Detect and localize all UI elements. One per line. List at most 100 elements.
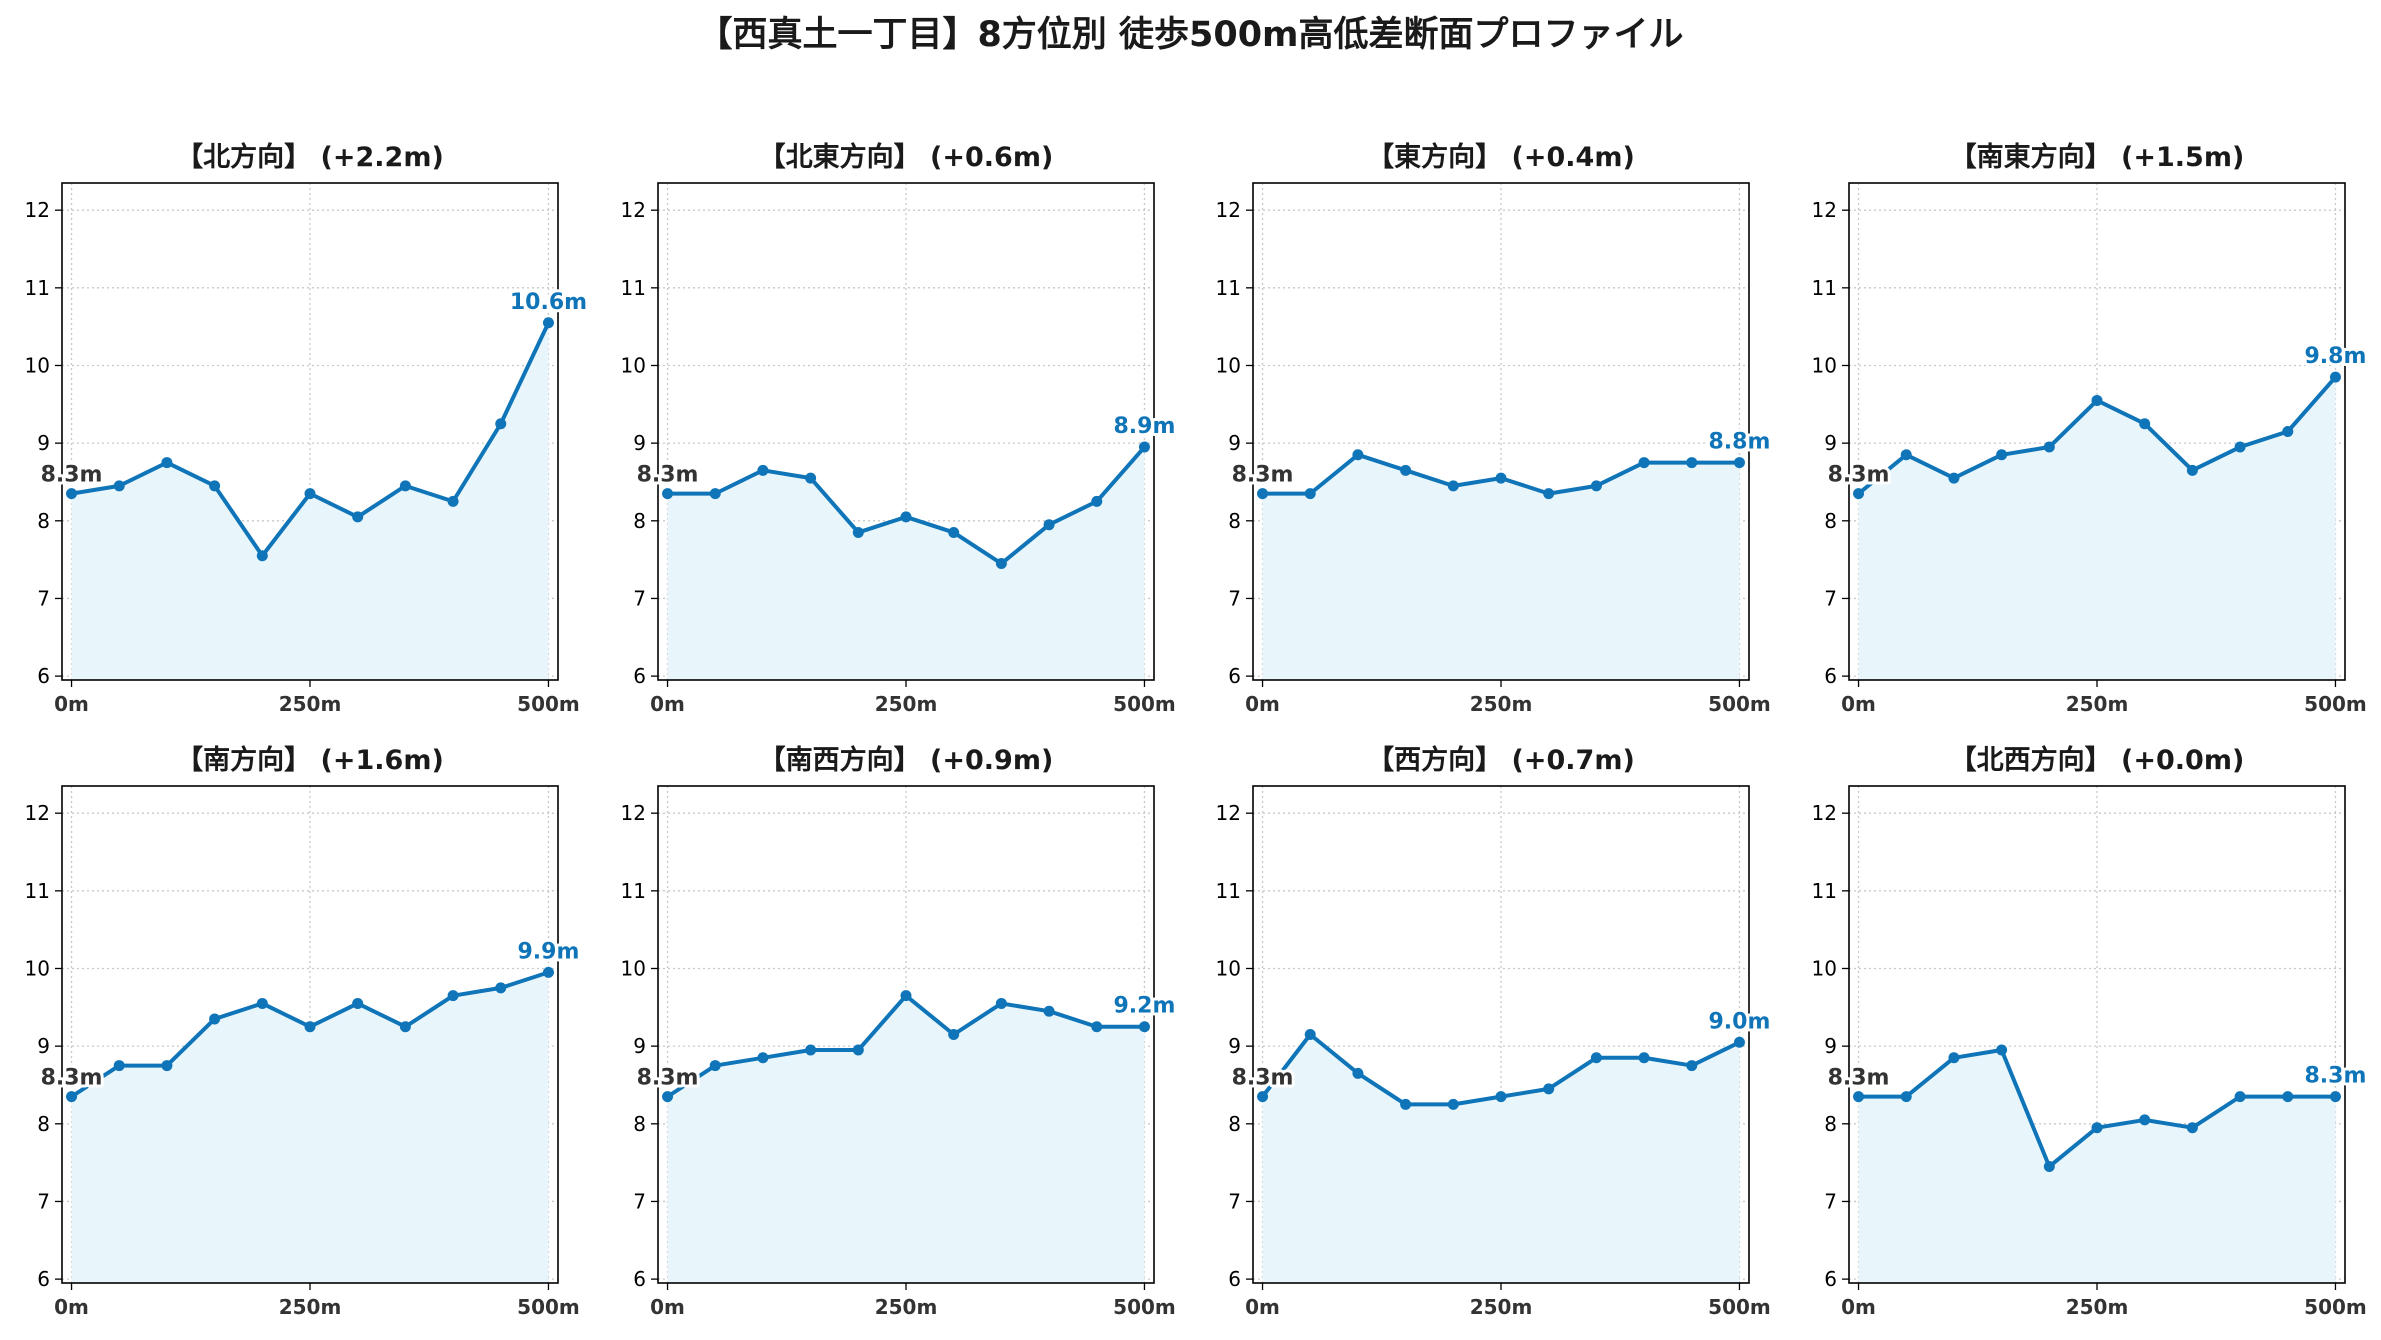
x-tick-label: 500m (1113, 1295, 1176, 1319)
x-tick-label: 0m (54, 692, 89, 716)
y-tick-label: 11 (1812, 276, 1837, 300)
elevation-point (542, 966, 554, 978)
elevation-point (1495, 1091, 1507, 1103)
elevation-point (995, 997, 1007, 1009)
elevation-point (1138, 441, 1150, 453)
x-tick-label: 500m (517, 692, 580, 716)
x-tick-label: 250m (279, 692, 342, 716)
y-tick-label: 8 (633, 509, 646, 533)
elevation-point (495, 418, 507, 430)
y-tick-label: 10 (621, 353, 646, 377)
y-tick-label: 12 (1812, 801, 1837, 825)
elevation-area (71, 972, 549, 1283)
x-tick-label: 0m (650, 1295, 685, 1319)
elevation-point (2234, 1091, 2246, 1103)
elevation-point (66, 1091, 78, 1103)
elevation-point (1590, 480, 1602, 492)
y-tick-label: 7 (1824, 1189, 1837, 1213)
elevation-point (2043, 1161, 2055, 1173)
end-elevation-label: 9.8m (2305, 344, 2367, 369)
y-tick-label: 12 (1216, 198, 1241, 222)
y-tick-label: 8 (1228, 1112, 1241, 1136)
elevation-area (667, 995, 1145, 1283)
elevation-point (2186, 1122, 2198, 1134)
elevation-point (1996, 449, 2008, 461)
y-tick-label: 7 (1228, 1189, 1241, 1213)
elevation-point (2043, 441, 2055, 453)
elevation-point (1733, 1036, 1745, 1048)
elevation-point (1638, 1052, 1650, 1064)
elevation-point (256, 550, 268, 562)
end-elevation-label: 8.9m (1114, 414, 1176, 439)
y-tick-label: 9 (633, 431, 646, 455)
y-tick-label: 9 (1228, 1034, 1241, 1058)
x-tick-label: 500m (2304, 1295, 2367, 1319)
y-tick-label: 10 (25, 353, 50, 377)
end-elevation-label: 9.0m (1709, 1009, 1771, 1034)
elevation-point (2091, 1122, 2103, 1134)
elevation-point (852, 1044, 864, 1056)
y-tick-label: 12 (25, 801, 50, 825)
elevation-point (256, 997, 268, 1009)
y-tick-label: 8 (633, 1112, 646, 1136)
elevation-point (1638, 457, 1650, 469)
y-tick-label: 11 (621, 879, 646, 903)
elevation-point (1447, 480, 1459, 492)
y-tick-label: 6 (1824, 664, 1837, 688)
elevation-point (662, 488, 674, 500)
subplot-title: 【北東方向】 (+0.6m) (759, 141, 1054, 173)
y-tick-label: 8 (1824, 509, 1837, 533)
elevation-point (1948, 472, 1960, 484)
elevation-point (2139, 1114, 2151, 1126)
elevation-point (900, 990, 912, 1002)
y-tick-label: 11 (1812, 879, 1837, 903)
elevation-area (667, 447, 1145, 680)
elevation-point (1043, 519, 1055, 531)
subplot-title: 【南東方向】 (+1.5m) (1950, 141, 2245, 173)
elevation-point (995, 558, 1007, 570)
y-tick-label: 6 (1228, 1267, 1241, 1291)
subplot-title: 【東方向】 (+0.4m) (1367, 141, 1635, 173)
elevation-point (948, 526, 960, 538)
elevation-point (709, 1060, 721, 1072)
y-tick-label: 10 (621, 956, 646, 980)
elevation-point (1043, 1005, 1055, 1017)
y-tick-label: 9 (1824, 431, 1837, 455)
y-tick-label: 7 (633, 1189, 646, 1213)
x-tick-label: 0m (54, 1295, 89, 1319)
subplot-title: 【北方向】 (+2.2m) (176, 141, 444, 173)
y-tick-label: 12 (25, 198, 50, 222)
y-tick-label: 9 (1824, 1034, 1837, 1058)
elevation-point (1257, 488, 1269, 500)
elevation-area (1858, 1050, 2336, 1283)
elevation-point (1900, 1091, 1912, 1103)
elevation-point (1686, 457, 1698, 469)
x-tick-label: 250m (1470, 692, 1533, 716)
start-elevation-label: 8.3m (1232, 463, 1294, 488)
y-tick-label: 8 (37, 1112, 50, 1136)
y-tick-label: 8 (1228, 509, 1241, 533)
y-tick-label: 9 (37, 431, 50, 455)
elevation-area (71, 322, 549, 680)
elevation-area (1262, 1034, 1740, 1283)
elevation-point (352, 997, 364, 1009)
elevation-point (757, 1052, 769, 1064)
subplot-title: 【北西方向】 (+0.0m) (1950, 744, 2245, 776)
elevation-point (1091, 495, 1103, 507)
end-elevation-label: 8.8m (1709, 430, 1771, 455)
elevation-point (900, 511, 912, 523)
start-elevation-label: 8.3m (637, 1066, 699, 1091)
end-elevation-label: 8.3m (2305, 1064, 2367, 1089)
y-tick-label: 11 (1216, 879, 1241, 903)
y-tick-label: 12 (621, 198, 646, 222)
x-tick-label: 0m (1841, 692, 1876, 716)
subplot-title: 【南方向】 (+1.6m) (176, 744, 444, 776)
x-tick-label: 0m (1841, 1295, 1876, 1319)
elevation-point (2186, 464, 2198, 476)
elevation-point (1091, 1021, 1103, 1033)
x-tick-label: 250m (875, 1295, 938, 1319)
elevation-point (2234, 441, 2246, 453)
y-tick-label: 9 (633, 1034, 646, 1058)
elevation-point (1400, 464, 1412, 476)
elevation-point (1543, 488, 1555, 500)
